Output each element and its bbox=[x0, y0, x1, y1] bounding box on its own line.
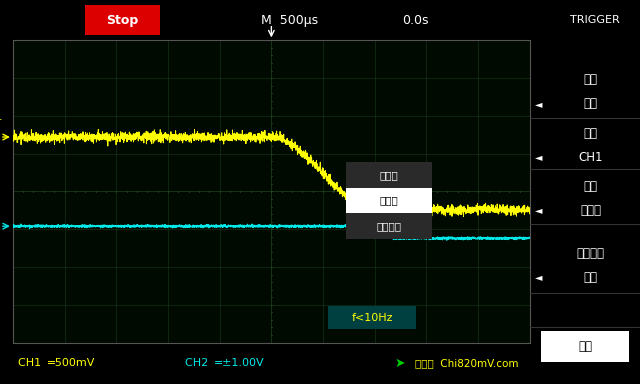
Text: TRIGGER: TRIGGER bbox=[570, 15, 620, 25]
Text: ◄: ◄ bbox=[535, 205, 543, 215]
Text: ◄: ◄ bbox=[535, 152, 543, 162]
Text: CH1  ═500mV: CH1 ═500mV bbox=[18, 358, 94, 368]
FancyBboxPatch shape bbox=[346, 188, 431, 214]
Text: 0.0s: 0.0s bbox=[402, 14, 428, 26]
Text: M  500μs: M 500μs bbox=[261, 14, 319, 26]
Text: 类型: 类型 bbox=[584, 73, 598, 86]
Text: 斜率: 斜率 bbox=[584, 180, 598, 193]
Text: 信源: 信源 bbox=[584, 127, 598, 140]
Text: 单次: 单次 bbox=[584, 271, 598, 284]
Text: f<10Hz: f<10Hz bbox=[351, 313, 393, 323]
FancyBboxPatch shape bbox=[346, 214, 431, 239]
FancyBboxPatch shape bbox=[346, 162, 431, 188]
Text: CH2  ═±1.00V: CH2 ═±1.00V bbox=[185, 358, 264, 368]
Text: 边沿: 边沿 bbox=[584, 98, 598, 111]
FancyBboxPatch shape bbox=[541, 331, 629, 362]
Text: 设置: 设置 bbox=[584, 336, 598, 349]
Text: ◄: ◄ bbox=[535, 273, 543, 283]
Text: ➤: ➤ bbox=[395, 357, 406, 370]
FancyBboxPatch shape bbox=[328, 306, 416, 329]
Text: Stop: Stop bbox=[106, 14, 139, 26]
FancyBboxPatch shape bbox=[85, 5, 160, 35]
Text: 下降沿: 下降沿 bbox=[380, 195, 398, 205]
Text: 设置: 设置 bbox=[578, 340, 592, 353]
Text: 迅维网  Chi820mV.com: 迅维网 Chi820mV.com bbox=[415, 358, 518, 368]
Text: 上升沿: 上升沿 bbox=[380, 170, 398, 180]
Text: 触发方式: 触发方式 bbox=[577, 247, 604, 260]
Text: ◄: ◄ bbox=[535, 99, 543, 109]
Text: 上下边沿: 上下边沿 bbox=[376, 221, 401, 231]
Text: CH1: CH1 bbox=[578, 151, 603, 164]
Text: 下降沿: 下降沿 bbox=[580, 204, 601, 217]
